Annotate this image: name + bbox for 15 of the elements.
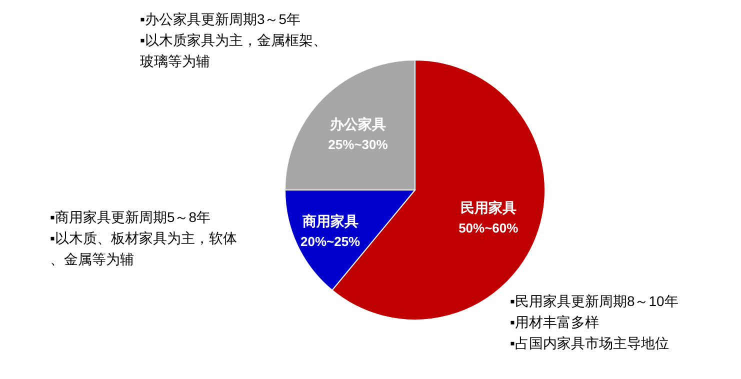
text: ▪商用家具更新周期5～8年 [50, 209, 211, 225]
text: ▪以木质、板材家具为主，软体 [50, 230, 237, 246]
slice-label: 办公家具 [329, 116, 386, 132]
slice-label: 商用家具 [301, 212, 358, 229]
text: 玻璃等为辅 [140, 53, 210, 69]
text: ▪以木质家具为主，金属框架、 [140, 32, 327, 48]
text: ▪用材丰富多样 [510, 314, 599, 330]
text: ▪民用家具更新周期8～10年 [510, 293, 678, 309]
text: 50%~60% [458, 220, 519, 236]
slice-label: 民用家具 [460, 199, 516, 216]
text: ▪占国内家具市场主导地位 [510, 335, 669, 351]
text: 20%~25% [300, 234, 361, 249]
text: ▪办公家具更新周期3～5年 [140, 11, 301, 27]
text: 25%~30% [328, 137, 388, 152]
text: 、金属等为辅 [50, 251, 134, 267]
